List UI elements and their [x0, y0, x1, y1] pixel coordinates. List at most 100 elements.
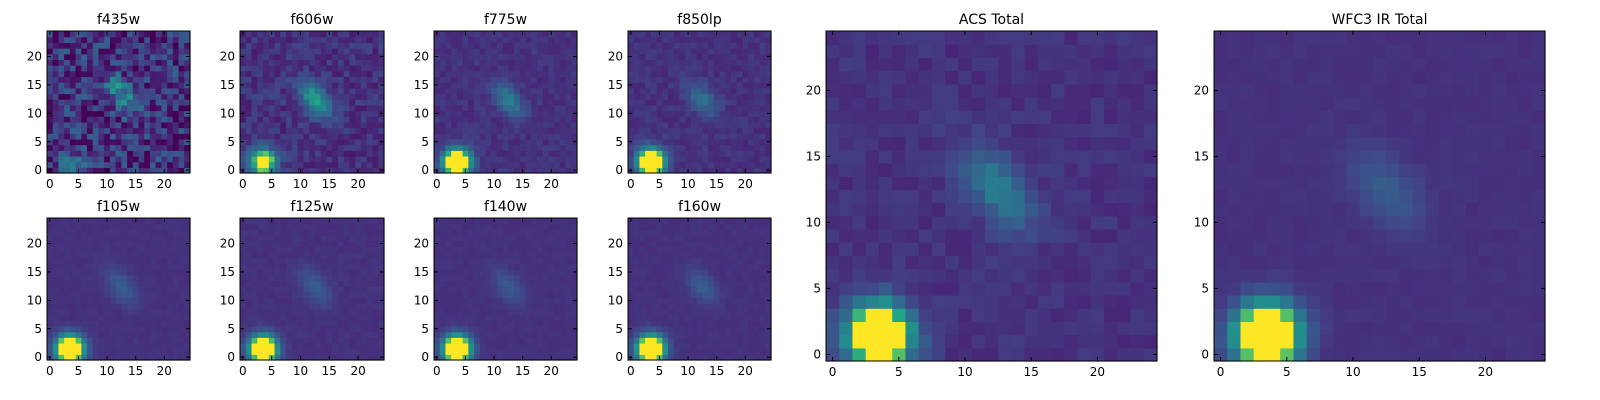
heat-cell: [485, 235, 492, 242]
heat-cell: [286, 320, 293, 327]
x-tick-label: 20: [350, 364, 365, 378]
heat-cell: [245, 99, 253, 106]
heat-cell: [87, 167, 94, 174]
heat-cell: [87, 235, 94, 242]
heat-cell: [366, 48, 374, 55]
heat-cell: [685, 269, 692, 276]
heat-cell: [303, 104, 310, 112]
heat-cell: [69, 70, 77, 78]
heat-cell: [439, 257, 447, 265]
heat-cell: [178, 127, 185, 134]
heat-cell: [245, 331, 253, 338]
heat-cell: [730, 291, 738, 299]
heat-cell: [536, 48, 544, 55]
heat-cell: [468, 99, 475, 106]
heat-cell: [326, 87, 333, 95]
heat-cell: [332, 150, 339, 157]
heat-cell: [257, 257, 264, 265]
heat-cell: [104, 308, 111, 316]
heat-cell: [548, 229, 555, 236]
heat-cell: [172, 314, 180, 321]
heat-cell: [69, 325, 77, 333]
heat-cell: [75, 48, 82, 55]
heat-cell: [263, 229, 270, 236]
heat-cell: [337, 150, 345, 157]
heat-cell: [92, 59, 100, 66]
heat-cell: [702, 138, 709, 146]
heat-cell: [668, 99, 675, 106]
heat-cell: [251, 53, 258, 60]
heat-cell: [514, 133, 521, 140]
heat-cell: [303, 150, 310, 157]
heat-cell: [144, 223, 151, 230]
heat-cell: [525, 291, 532, 299]
heat-cell: [508, 354, 515, 361]
heat-cell: [679, 121, 686, 129]
heat-cell: [320, 257, 327, 265]
heat-cell: [542, 82, 549, 89]
heat-cell: [251, 110, 258, 117]
heat-cell: [360, 240, 368, 247]
heat-cell: [161, 348, 168, 355]
heat-cell: [519, 70, 527, 78]
heat-cell: [155, 274, 162, 282]
heat-cell: [98, 331, 105, 338]
heat-cell: [685, 320, 692, 327]
heat-cell: [456, 223, 464, 230]
heat-cell: [554, 144, 561, 151]
heat-cell: [628, 93, 635, 100]
heat-cell: [127, 240, 134, 247]
heat-cell: [451, 53, 458, 60]
heat-cell: [725, 348, 732, 355]
heat-cell: [251, 121, 258, 129]
heat-cell: [725, 314, 732, 321]
heat-cell: [297, 331, 304, 338]
heat-cell: [355, 121, 362, 129]
heat-cell: [98, 87, 105, 95]
heat-cell: [531, 269, 538, 276]
heat-cell: [360, 269, 368, 276]
heat-cell: [753, 280, 761, 287]
heat-cell: [765, 121, 772, 129]
heat-cell: [47, 303, 54, 310]
heat-cell: [445, 144, 452, 151]
heat-cell: [702, 53, 709, 60]
heat-cell: [742, 87, 749, 95]
heat-cell: [58, 269, 65, 276]
heat-cell: [144, 246, 151, 253]
heat-cell: [127, 87, 134, 95]
heat-cell: [719, 93, 726, 100]
heat-cell: [104, 223, 111, 230]
heat-cell: [274, 167, 281, 174]
heat-cell: [355, 280, 362, 287]
heat-cell: [730, 65, 738, 72]
heat-cell: [474, 36, 481, 43]
heat-cell: [251, 104, 258, 112]
heat-cell: [571, 150, 578, 157]
heat-cell: [167, 31, 174, 38]
x-tick-label: 5: [268, 364, 276, 378]
heat-cell: [303, 342, 310, 350]
heat-cell: [263, 348, 270, 355]
heat-cell: [245, 82, 253, 89]
heat-cell: [138, 252, 145, 259]
heat-cell: [508, 269, 515, 276]
heat-cell: [372, 59, 379, 66]
heat-cell: [445, 246, 452, 253]
heat-cell: [360, 331, 368, 338]
heat-cell: [167, 218, 174, 225]
heat-cell: [474, 76, 481, 83]
heat-cell: [702, 127, 709, 134]
heat-cell: [263, 325, 270, 333]
heat-cell: [748, 155, 755, 163]
heat-cell: [360, 82, 368, 89]
heat-cell: [736, 348, 743, 355]
heat-cell: [132, 325, 140, 333]
heat-cell: [656, 48, 663, 55]
heat-cell: [673, 99, 681, 106]
heat-cell: [708, 116, 715, 123]
heat-cell: [525, 99, 532, 106]
heat-cell: [360, 53, 368, 60]
heat-cell: [87, 325, 94, 333]
